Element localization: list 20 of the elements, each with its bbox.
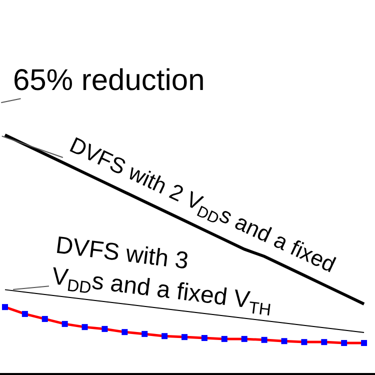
point: [281, 338, 288, 344]
point: [62, 320, 68, 327]
point: [221, 336, 228, 342]
text: 65% reduction: [13, 64, 205, 97]
point: [102, 326, 108, 332]
point: [201, 335, 208, 342]
point: [142, 330, 148, 337]
point: [162, 333, 168, 340]
point: [241, 336, 248, 342]
point: [321, 339, 328, 346]
point: [182, 334, 188, 340]
point: [82, 324, 88, 330]
point: [301, 339, 308, 346]
point: [361, 340, 368, 346]
point: [261, 336, 268, 343]
point: [42, 316, 48, 322]
point: [122, 329, 128, 336]
point: [2, 304, 8, 310]
point: [22, 310, 28, 317]
point: [341, 340, 348, 346]
